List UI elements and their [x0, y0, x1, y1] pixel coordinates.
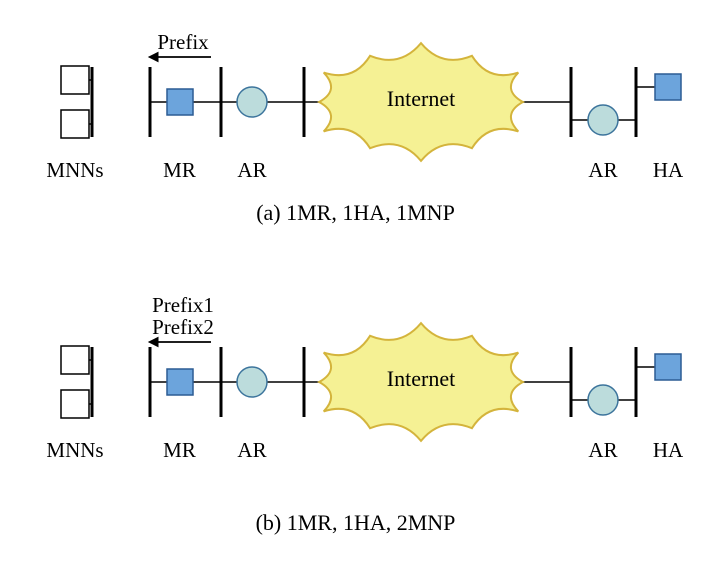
mr-node [167, 369, 193, 395]
subfigure-caption: (b) 1MR, 1HA, 2MNP [256, 510, 456, 535]
prefix-label: Prefix [157, 30, 209, 54]
mnn-node [61, 110, 89, 138]
internet-label: Internet [387, 86, 455, 111]
ha-node [655, 354, 681, 380]
internet-label: Internet [387, 366, 455, 391]
ar-label: AR [237, 438, 266, 462]
prefix-label: Prefix2 [152, 315, 214, 339]
mr-node [167, 89, 193, 115]
ar-node [237, 87, 267, 117]
mnn-node [61, 346, 89, 374]
mr-label: MR [163, 158, 196, 182]
network-diagram: Internet Prefix MNNs MR AR AR HA (a) 1MR, 1HA, … [0, 0, 711, 566]
ar-label: AR [237, 158, 266, 182]
ha-label: HA [653, 158, 684, 182]
prefix-label: Prefix1 [152, 293, 214, 317]
ar-node [588, 105, 618, 135]
mnn-node [61, 390, 89, 418]
mnns-label: MNNs [46, 158, 103, 182]
mnn-node [61, 66, 89, 94]
mnns-label: MNNs [46, 438, 103, 462]
ar-label: AR [588, 158, 617, 182]
ar-label: AR [588, 438, 617, 462]
ha-label: HA [653, 438, 684, 462]
subfigure-a: Internet Prefix MNNs MR AR AR HA (a) 1MR, 1HA, … [46, 30, 684, 225]
ar-node [237, 367, 267, 397]
ar-node [588, 385, 618, 415]
mr-label: MR [163, 438, 196, 462]
ha-node [655, 74, 681, 100]
subfigure-b: Internet Prefix1Prefix2 MNNs MR AR AR HA (b) 1M… [46, 293, 684, 535]
subfigure-caption: (a) 1MR, 1HA, 1MNP [256, 200, 455, 225]
